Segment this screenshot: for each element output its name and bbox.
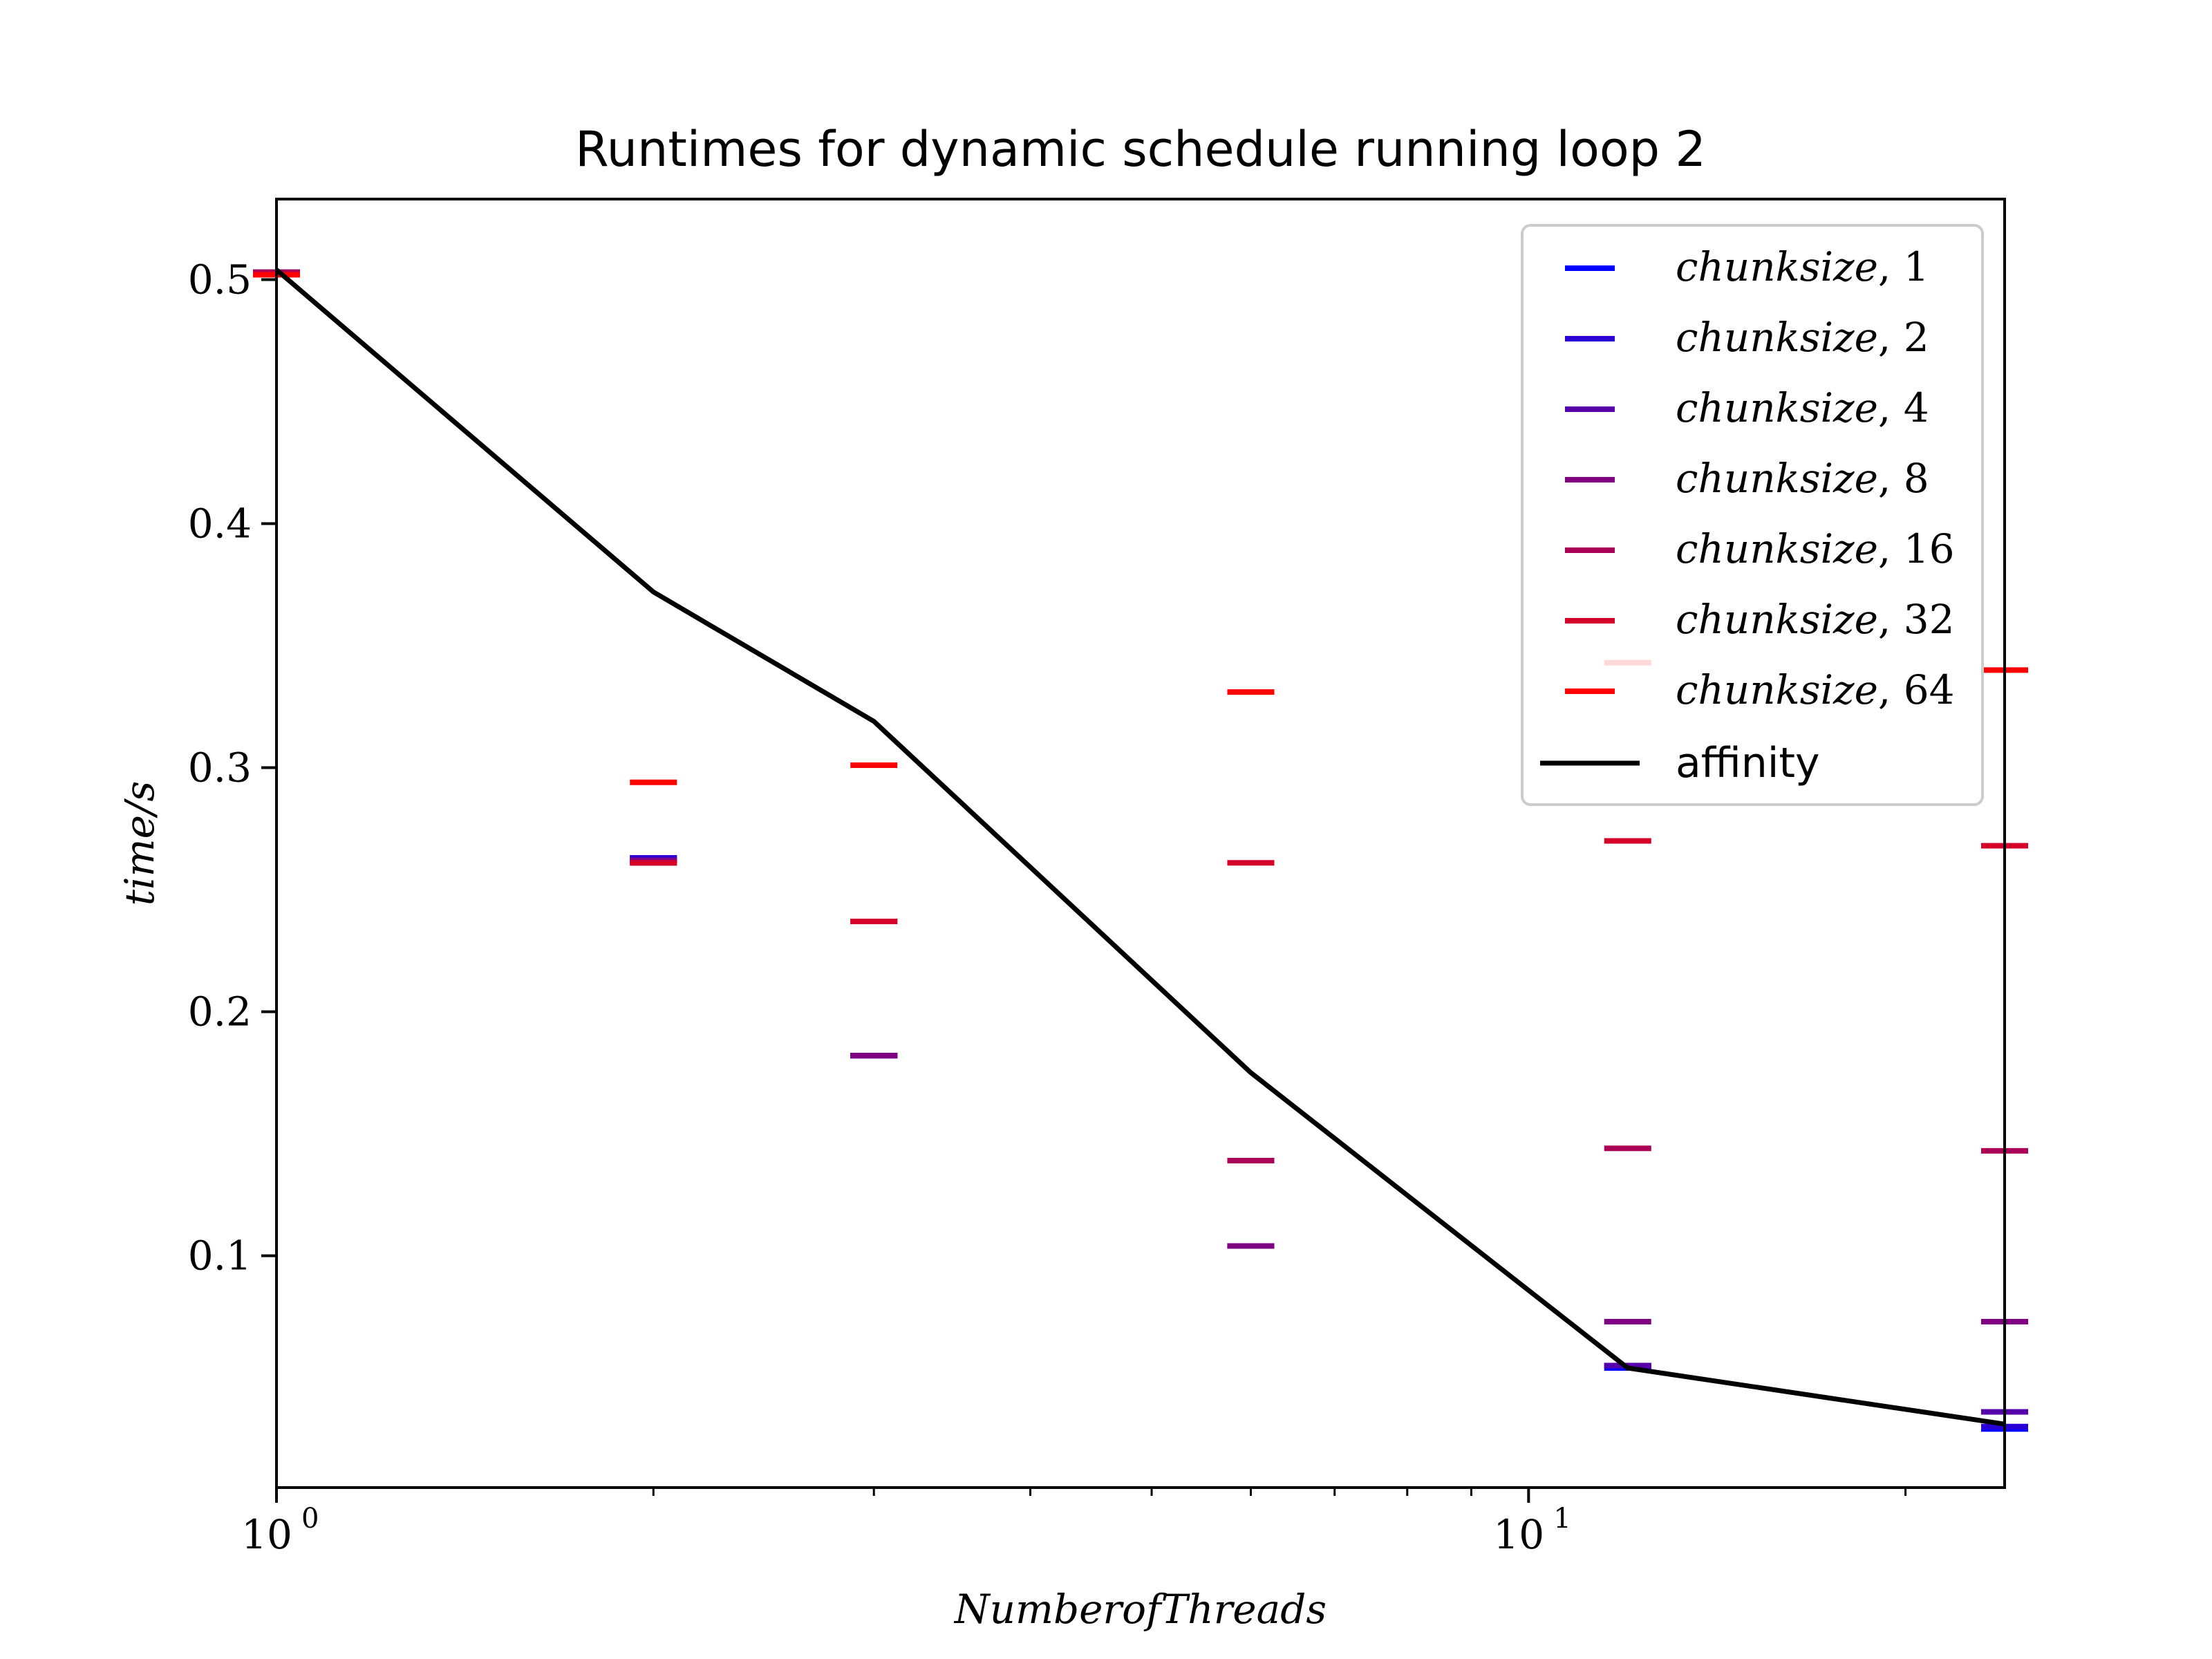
- y-axis: 0.1 0.2 0.3 0.4 0.5: [188, 256, 276, 1280]
- legend: chunksize, 1 chunksize, 2 chunksize, 4 chun…: [1521, 224, 1984, 806]
- plot-frame: [275, 198, 2006, 1489]
- chart-title: Runtimes for dynamic schedule running lo…: [575, 121, 1706, 178]
- y-tick-label: 0.4: [188, 500, 252, 547]
- legend-label: chunksize, 2: [1676, 314, 1929, 361]
- legend-label: chunksize, 64: [1676, 666, 1955, 713]
- series-line-affinity: [274, 268, 2005, 1427]
- legend-label: chunksize, 1: [1676, 243, 1929, 290]
- x-tick-exponent: 0: [301, 1503, 319, 1535]
- y-tick-label: 0.2: [188, 988, 252, 1035]
- x-axis: 10 0 10 1: [241, 1488, 1907, 1558]
- x-tick-label: 10: [241, 1511, 292, 1558]
- x-tick-label: 10: [1493, 1511, 1544, 1558]
- x-axis-label: NumberofThreads: [953, 1586, 1327, 1633]
- y-tick-label: 0.1: [188, 1232, 252, 1280]
- legend-label: affinity: [1676, 739, 1820, 787]
- legend-label: chunksize, 4: [1676, 384, 1929, 431]
- legend-box: [1521, 224, 1984, 806]
- y-axis-label: time/s: [116, 781, 163, 906]
- x-tick-exponent: 1: [1553, 1503, 1571, 1535]
- y-tick-label: 0.3: [188, 744, 252, 791]
- legend-label: chunksize, 16: [1676, 525, 1955, 572]
- legend-label: chunksize, 8: [1676, 455, 1929, 502]
- y-tick-label: 0.5: [188, 256, 252, 303]
- legend-label: chunksize, 32: [1676, 596, 1955, 643]
